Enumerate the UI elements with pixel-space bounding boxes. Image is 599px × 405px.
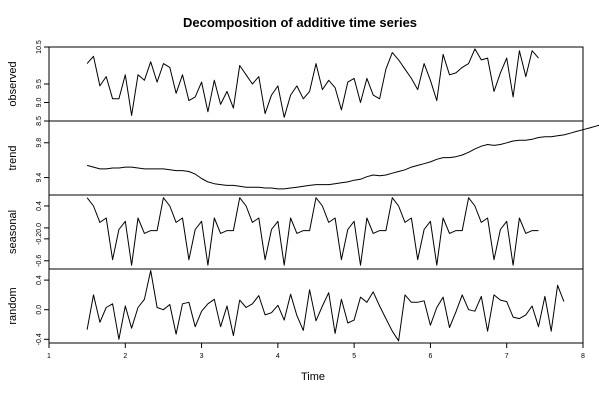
x-tick-label: 3 bbox=[200, 353, 204, 360]
y-tick-label: -0.6 bbox=[36, 255, 43, 267]
series-line-seasonal bbox=[86, 197, 539, 266]
series-line-observed bbox=[86, 48, 539, 118]
x-axis: 1 2 3 4 5 6 7 8 bbox=[47, 343, 585, 360]
x-tick-label: 6 bbox=[428, 353, 432, 360]
y-tick-label: 8.5 bbox=[36, 116, 43, 126]
y-tick-label: 0.0 bbox=[36, 305, 43, 315]
panel-frame-observed bbox=[48, 46, 584, 122]
panel-observed: 8.5 9.0 9.5 10.5 observed bbox=[7, 40, 584, 126]
y-tick-label: 0.4 bbox=[36, 201, 43, 211]
y-axis-label-random: random bbox=[7, 287, 19, 324]
y-tick-label: 10.5 bbox=[36, 40, 43, 54]
chart-title: Decomposition of additive time series bbox=[183, 15, 417, 30]
panel-frame-random bbox=[48, 268, 584, 344]
x-tick-label: 7 bbox=[505, 353, 509, 360]
y-tick-label: 9.4 bbox=[36, 173, 43, 183]
y-axis-label-seasonal: seasonal bbox=[7, 210, 19, 254]
y-tick-label: 0.0 bbox=[36, 223, 43, 233]
y-tick-label: 9.8 bbox=[36, 138, 43, 148]
y-axis-label-observed: observed bbox=[7, 61, 19, 106]
x-axis-label: Time bbox=[301, 371, 325, 383]
y-tick-label: 9.0 bbox=[36, 98, 43, 108]
y-tick-label: 9.5 bbox=[36, 79, 43, 89]
x-tick-label: 5 bbox=[352, 353, 356, 360]
panel-trend: 9.4 9.8 trend bbox=[7, 120, 599, 196]
x-tick-label: 8 bbox=[581, 353, 585, 360]
panel-random: -0.4 0.0 0.4 random bbox=[7, 268, 584, 345]
panels-group: 8.5 9.0 9.5 10.5 observed 9.4 9.8 trend -0.6 -0.2… bbox=[7, 40, 599, 345]
y-tick-label: -0.4 bbox=[36, 333, 43, 345]
x-tick-label: 4 bbox=[276, 353, 280, 360]
x-tick-label: 2 bbox=[123, 353, 127, 360]
y-tick-label: 0.4 bbox=[36, 275, 43, 285]
y-axis-label-trend: trend bbox=[7, 145, 19, 170]
panel-seasonal: -0.6 -0.20.0 0.4 seasonal bbox=[7, 194, 584, 270]
panel-frame-trend bbox=[48, 120, 584, 196]
y-tick-label: -0.2 bbox=[36, 233, 43, 245]
series-line-trend bbox=[86, 124, 599, 190]
x-tick-label: 1 bbox=[47, 353, 51, 360]
series-line-random bbox=[86, 270, 565, 342]
panel-frame-seasonal bbox=[48, 194, 584, 270]
